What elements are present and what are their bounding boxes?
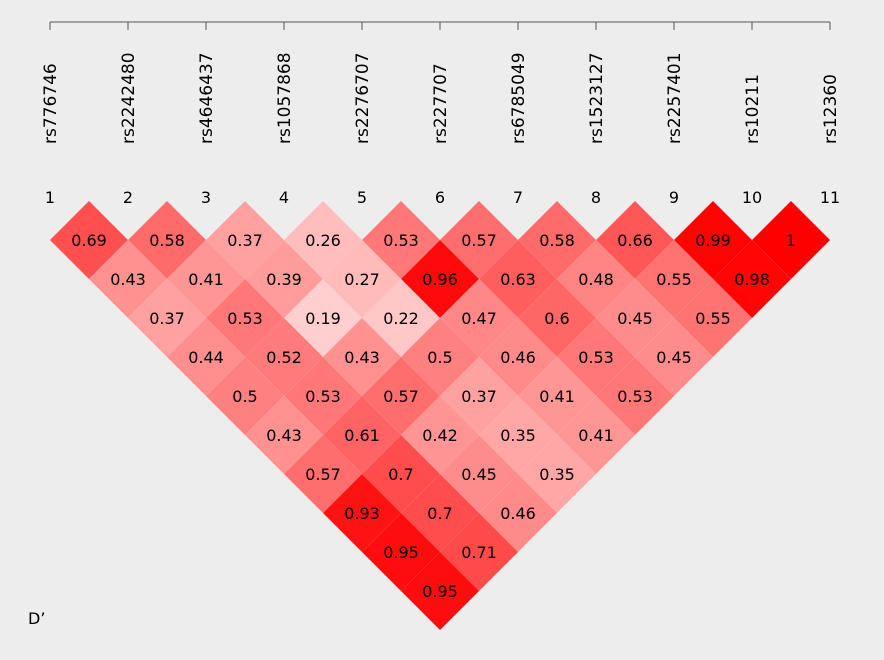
ld-value: 0.5 bbox=[427, 348, 452, 367]
marker-labels: rs776746 1 rs2242480 2 rs4646437 3 rs1057868 4 r… bbox=[41, 52, 841, 207]
marker-index: 10 bbox=[742, 188, 762, 207]
ld-value: 0.26 bbox=[305, 231, 341, 250]
ld-value: 0.45 bbox=[461, 465, 497, 484]
ld-value: 0.44 bbox=[188, 348, 224, 367]
ld-value: 0.37 bbox=[149, 309, 185, 328]
ld-value: 0.53 bbox=[227, 309, 263, 328]
ld-value: 0.7 bbox=[427, 504, 452, 523]
ld-value: 0.7 bbox=[388, 465, 413, 484]
ld-value: 0.55 bbox=[656, 270, 692, 289]
ld-value: 0.57 bbox=[383, 387, 419, 406]
ld-value: 0.41 bbox=[539, 387, 575, 406]
ld-value: 0.27 bbox=[344, 270, 380, 289]
marker-name: rs1057868 bbox=[275, 52, 295, 144]
marker-name: rs12360 bbox=[821, 74, 841, 144]
ld-value: 0.63 bbox=[500, 270, 536, 289]
ld-value: 0.45 bbox=[617, 309, 653, 328]
ld-value: 0.22 bbox=[383, 309, 419, 328]
ld-value: 0.93 bbox=[344, 504, 380, 523]
ld-value: 0.61 bbox=[344, 426, 380, 445]
ld-value: 0.53 bbox=[617, 387, 653, 406]
ld-value: 0.43 bbox=[344, 348, 380, 367]
ld-value: 0.35 bbox=[539, 465, 575, 484]
ld-value: 0.96 bbox=[422, 270, 458, 289]
marker-index: 5 bbox=[357, 188, 367, 207]
marker-name: rs2242480 bbox=[119, 52, 139, 144]
ld-value: 0.57 bbox=[305, 465, 341, 484]
ld-value: 0.43 bbox=[110, 270, 146, 289]
marker-index: 2 bbox=[123, 188, 133, 207]
marker-index: 1 bbox=[45, 188, 55, 207]
marker-index: 3 bbox=[201, 188, 211, 207]
ld-value: 0.95 bbox=[383, 543, 419, 562]
ld-value: 0.46 bbox=[500, 348, 536, 367]
ld-value: 0.6 bbox=[544, 309, 569, 328]
ld-value: 0.95 bbox=[422, 582, 458, 601]
ld-value: 0.66 bbox=[617, 231, 653, 250]
ld-value: 0.46 bbox=[500, 504, 536, 523]
ld-value: 0.41 bbox=[188, 270, 224, 289]
ld-value: 0.48 bbox=[578, 270, 614, 289]
marker-index: 4 bbox=[279, 188, 289, 207]
ld-value: 0.35 bbox=[500, 426, 536, 445]
marker-name: rs6785049 bbox=[509, 52, 529, 144]
marker-name: rs4646437 bbox=[197, 52, 217, 144]
ld-value: 0.39 bbox=[266, 270, 302, 289]
ld-value: 0.37 bbox=[227, 231, 263, 250]
ld-cell bbox=[401, 552, 479, 630]
ld-value: 0.45 bbox=[656, 348, 692, 367]
ld-value: 0.41 bbox=[578, 426, 614, 445]
ld-value: 0.71 bbox=[461, 543, 497, 562]
marker-index: 7 bbox=[513, 188, 523, 207]
marker-index: 9 bbox=[669, 188, 679, 207]
marker-name: rs776746 bbox=[41, 63, 61, 144]
marker-name: rs227707 bbox=[431, 63, 451, 144]
ld-value: 0.37 bbox=[461, 387, 497, 406]
marker-index: 6 bbox=[435, 188, 445, 207]
ld-value: 0.55 bbox=[695, 309, 731, 328]
ld-cells: 0.69 0.58 0.37 0.26 0.53 0.57 0.58 0.66 0.99 1 0.4… bbox=[50, 201, 830, 630]
ld-value: 0.53 bbox=[383, 231, 419, 250]
ld-value: 0.43 bbox=[266, 426, 302, 445]
ld-value: 0.47 bbox=[461, 309, 497, 328]
ld-value: 0.98 bbox=[734, 270, 770, 289]
ld-value: 0.53 bbox=[305, 387, 341, 406]
marker-index: 8 bbox=[591, 188, 601, 207]
ld-value: 0.42 bbox=[422, 426, 458, 445]
ld-value: 0.58 bbox=[149, 231, 185, 250]
ld-value: 0.19 bbox=[305, 309, 341, 328]
marker-name: rs2276707 bbox=[353, 52, 373, 144]
ld-value: 0.58 bbox=[539, 231, 575, 250]
ld-value: 0.5 bbox=[232, 387, 257, 406]
marker-name: rs10211 bbox=[743, 74, 763, 144]
marker-ruler bbox=[49, 21, 831, 30]
ld-value: 0.69 bbox=[71, 231, 107, 250]
ld-value: 0.53 bbox=[578, 348, 614, 367]
marker-name: rs1523127 bbox=[587, 52, 607, 144]
ld-value: 0.52 bbox=[266, 348, 302, 367]
marker-name: rs2257401 bbox=[665, 52, 685, 144]
metric-label: D’ bbox=[28, 609, 45, 628]
ld-value: 0.57 bbox=[461, 231, 497, 250]
ld-value: 0.99 bbox=[695, 231, 731, 250]
marker-index: 11 bbox=[820, 188, 840, 207]
ld-value: 1 bbox=[786, 231, 796, 250]
